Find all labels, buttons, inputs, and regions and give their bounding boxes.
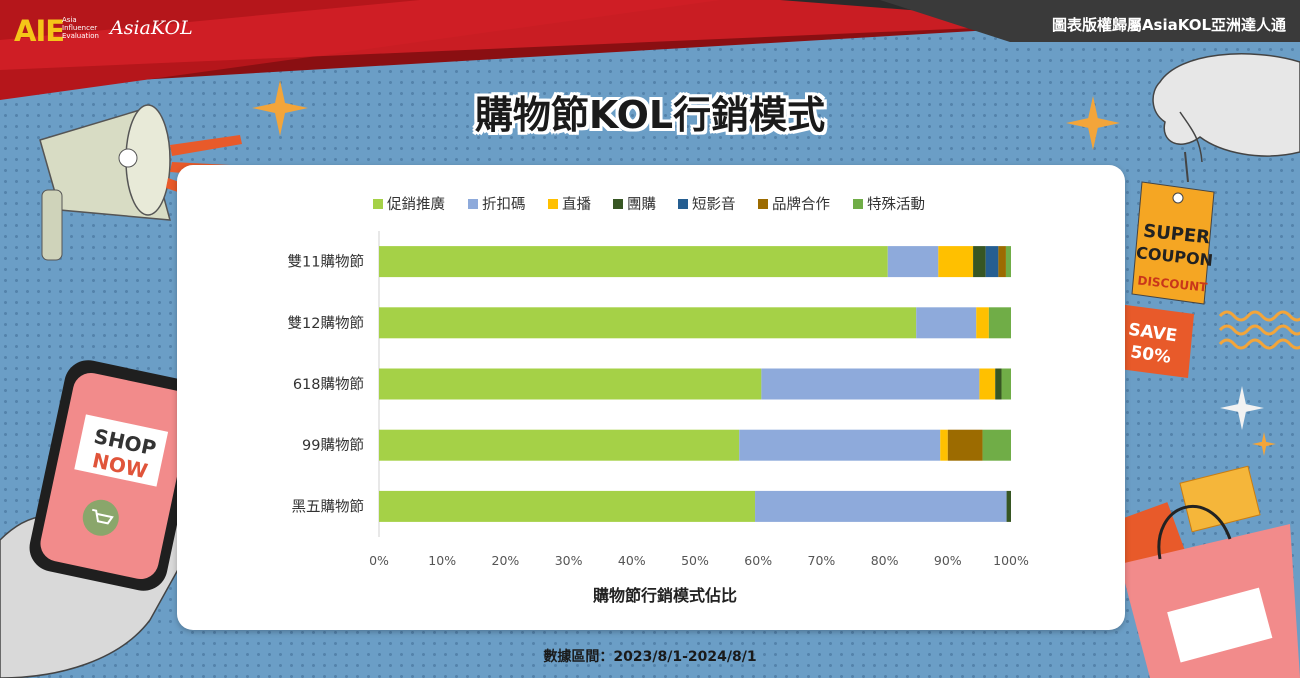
legend-swatch [758,199,768,209]
date-range: 數據區間：2023/8/1-2024/8/1 [543,649,757,665]
chart-panel: 促銷推廣 折扣碼 直播 團購 短影音 品牌合作 特殊活動雙11購物節 雙12購物節 618購物節… [177,165,1125,630]
sparkle-icon [1066,96,1120,150]
category-label: 雙11購物節 [288,253,364,271]
header-banner [0,0,1300,100]
x-axis-title: 購物節行銷模式佔比 [592,586,737,605]
x-tick-label: 40% [618,553,646,568]
legend-swatch [853,199,863,209]
category-label: 99購物節 [302,436,364,454]
bar-segment [979,368,996,400]
sparkle-icon [252,80,308,136]
bar-segment [1005,246,1011,278]
bar-segment [982,429,1011,461]
legend-label: 折扣碼 [482,196,526,213]
x-tick-label: 20% [492,553,520,568]
category-label: 雙12購物節 [288,314,364,332]
legend-label: 品牌合作 [772,196,830,213]
legend-swatch [613,199,623,209]
x-tick-label: 30% [555,553,583,568]
x-tick-label: 100% [993,553,1029,568]
save-badge: SAVE 50% [1112,304,1194,378]
bar-segment [940,429,948,461]
x-tick-label: 10% [428,553,456,568]
bar-segment [887,246,939,278]
legend-label: 直播 [562,196,591,213]
phone-hand-icon: SHOP NOW [0,360,214,678]
x-tick-label: 70% [808,553,836,568]
bar-segment [998,246,1006,278]
copyright-notice: 圖表版權歸屬AsiaKOL亞洲達人通 [1051,16,1286,34]
x-tick-label: 90% [934,553,962,568]
bar-segment [761,368,980,400]
bar-segment [985,246,999,278]
page-title: 購物節KOL行銷模式 [474,93,826,137]
bar-segment [379,429,740,461]
bar-segment [379,307,917,339]
bar-segment [1001,368,1011,400]
legend-label: 團購 [627,196,656,213]
bar-segment [947,429,983,461]
bar-segment [379,246,888,278]
bar-segment [739,429,941,461]
coupon-tag: SUPER COUPON DISCOUNT [1131,181,1215,305]
legend-label: 短影音 [692,196,736,213]
x-tick-label: 80% [871,553,899,568]
bar-segment [976,307,989,339]
bar-segment [995,368,1002,400]
legend-swatch [548,199,558,209]
x-tick-label: 50% [681,553,709,568]
bar-segment [1006,490,1011,522]
x-tick-label: 60% [744,553,772,568]
wave-lines [1218,310,1300,350]
hand-icon [1152,53,1300,182]
bar-segment [379,368,762,400]
x-tick-label: 0% [369,553,389,568]
sparkle-icon [1252,432,1276,456]
asiakol-logo: AsiaKOL [110,17,193,39]
legend-swatch [678,199,688,209]
bar-segment [938,246,974,278]
category-label: 618購物節 [293,375,364,393]
bar-segment [973,246,986,278]
bar-segment [755,490,1007,522]
legend-swatch [373,199,383,209]
bar-segment [379,490,756,522]
legend-label: 促銷推廣 [387,196,445,213]
legend-label: 特殊活動 [867,196,925,213]
aie-logo: AIE [14,14,65,48]
bar-segment [916,307,977,339]
aie-logo-subtitle: Asia Influencer Evaluation [62,16,99,40]
sparkle-icon [1220,386,1264,430]
legend-swatch [468,199,478,209]
category-label: 黑五購物節 [292,497,365,515]
bar-segment [988,307,1011,339]
